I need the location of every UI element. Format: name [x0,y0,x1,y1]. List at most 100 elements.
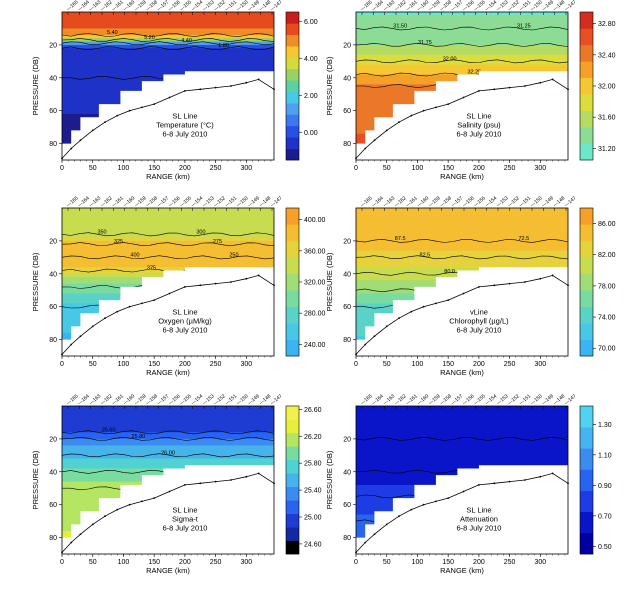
station-marker [422,503,425,506]
x-tick-label: 200 [179,165,191,172]
station-marker [214,282,217,285]
station-label: —165 [65,195,79,208]
station-marker [104,121,106,124]
colorbar-swatch [286,46,299,58]
colorbar-frame [285,11,300,161]
field-band [356,67,568,72]
field-band [356,412,568,417]
field-band [356,458,568,463]
field-band [356,406,568,410]
x-tick-label: 100 [412,361,424,368]
x-tick-label: 100 [118,361,130,368]
field-band [356,234,568,239]
field-band [356,31,568,36]
x-tick-label: 300 [535,361,547,368]
station-marker [364,147,367,150]
contour-label: 25.60 [102,427,116,433]
x-tick-label: 100 [118,559,130,566]
field-band [356,438,568,443]
station-marker [373,139,376,142]
field-band [356,429,568,433]
colorbar-tick-label: 320.00 [304,280,326,287]
station-marker [230,85,232,87]
field-band [356,28,568,33]
colorbar-tick-label: 1.30 [598,422,612,429]
contour-line [356,26,568,31]
station-marker [140,302,143,305]
field-band [356,61,568,66]
x-tick-label: 50 [383,165,391,172]
station-marker [140,500,143,503]
colorbar-swatch [286,513,299,528]
field-band [356,422,568,427]
station-label: —156 [167,195,181,208]
x-axis-label: RANGE (km) [440,172,484,181]
station-label: —159 [427,195,441,208]
station-marker [128,109,131,112]
colorbar-swatch [286,339,299,357]
station-label: —156 [167,393,181,406]
colorbar-swatch [286,257,299,275]
colorbar-tick-label: 31.20 [598,146,616,153]
field-band [356,214,568,219]
station-label: —151 [518,195,532,208]
station-marker [70,147,73,150]
station-marker [116,310,119,313]
station-marker [422,109,425,112]
station-label: —160 [122,393,136,406]
station-label: —149 [247,393,261,406]
station-label: —158 [145,393,159,406]
colorbar-swatch [580,208,593,225]
station-label: —162 [99,393,113,406]
station-marker [91,325,94,328]
x-axis-label: RANGE (km) [146,566,190,575]
station-marker [168,292,171,295]
y-axis-label: PRESSURE (DB) [325,56,334,115]
y-tick-label: 60 [49,108,57,115]
station-label: —149 [541,393,555,406]
contour-label: 4.40 [181,38,192,44]
colorbar-swatch [286,12,299,24]
field-band [62,234,274,239]
field-band [62,448,274,453]
station-marker [183,484,186,486]
variable-name: Salinity (psu) [457,121,501,130]
field-band [356,51,568,56]
station-marker [153,299,156,301]
colorbar-swatch [580,490,593,513]
variable-name: Chlorophyll (µg/L) [449,317,509,326]
colorbar-swatch [286,432,299,447]
plot-frame [355,405,569,555]
x-tick-label: 300 [535,165,547,172]
station-marker [373,335,376,338]
colorbar-swatch [580,339,593,357]
station-marker [230,479,232,481]
field-band [356,38,568,43]
line-name: SL Line [172,112,197,121]
field-band [356,257,568,262]
field-band [356,15,568,20]
y-tick-label: 80 [49,337,57,344]
station-label: —151 [224,195,238,208]
field-band [356,12,568,16]
y-axis-label: PRESSURE (DB) [325,450,334,509]
x-tick-label: 200 [179,361,191,368]
x-tick-label: 250 [210,165,222,172]
contour-label: 325 [114,239,123,245]
station-label: —161 [111,195,125,208]
field-band [356,419,568,424]
colorbar-swatch [286,240,299,258]
station-label: —160 [122,195,136,208]
station-marker [385,523,388,526]
field-band [356,64,568,69]
x-tick-label: 250 [504,559,516,566]
y-tick-label: 40 [49,75,57,82]
colorbar-tick-label: 31.60 [598,115,616,122]
station-label: —159 [133,393,147,406]
station-marker [447,497,450,499]
station-label: —150 [529,195,543,208]
colorbar-swatch [286,148,299,161]
contour-line [356,59,568,64]
station-label: —153 [495,195,509,208]
field-band [62,61,274,66]
